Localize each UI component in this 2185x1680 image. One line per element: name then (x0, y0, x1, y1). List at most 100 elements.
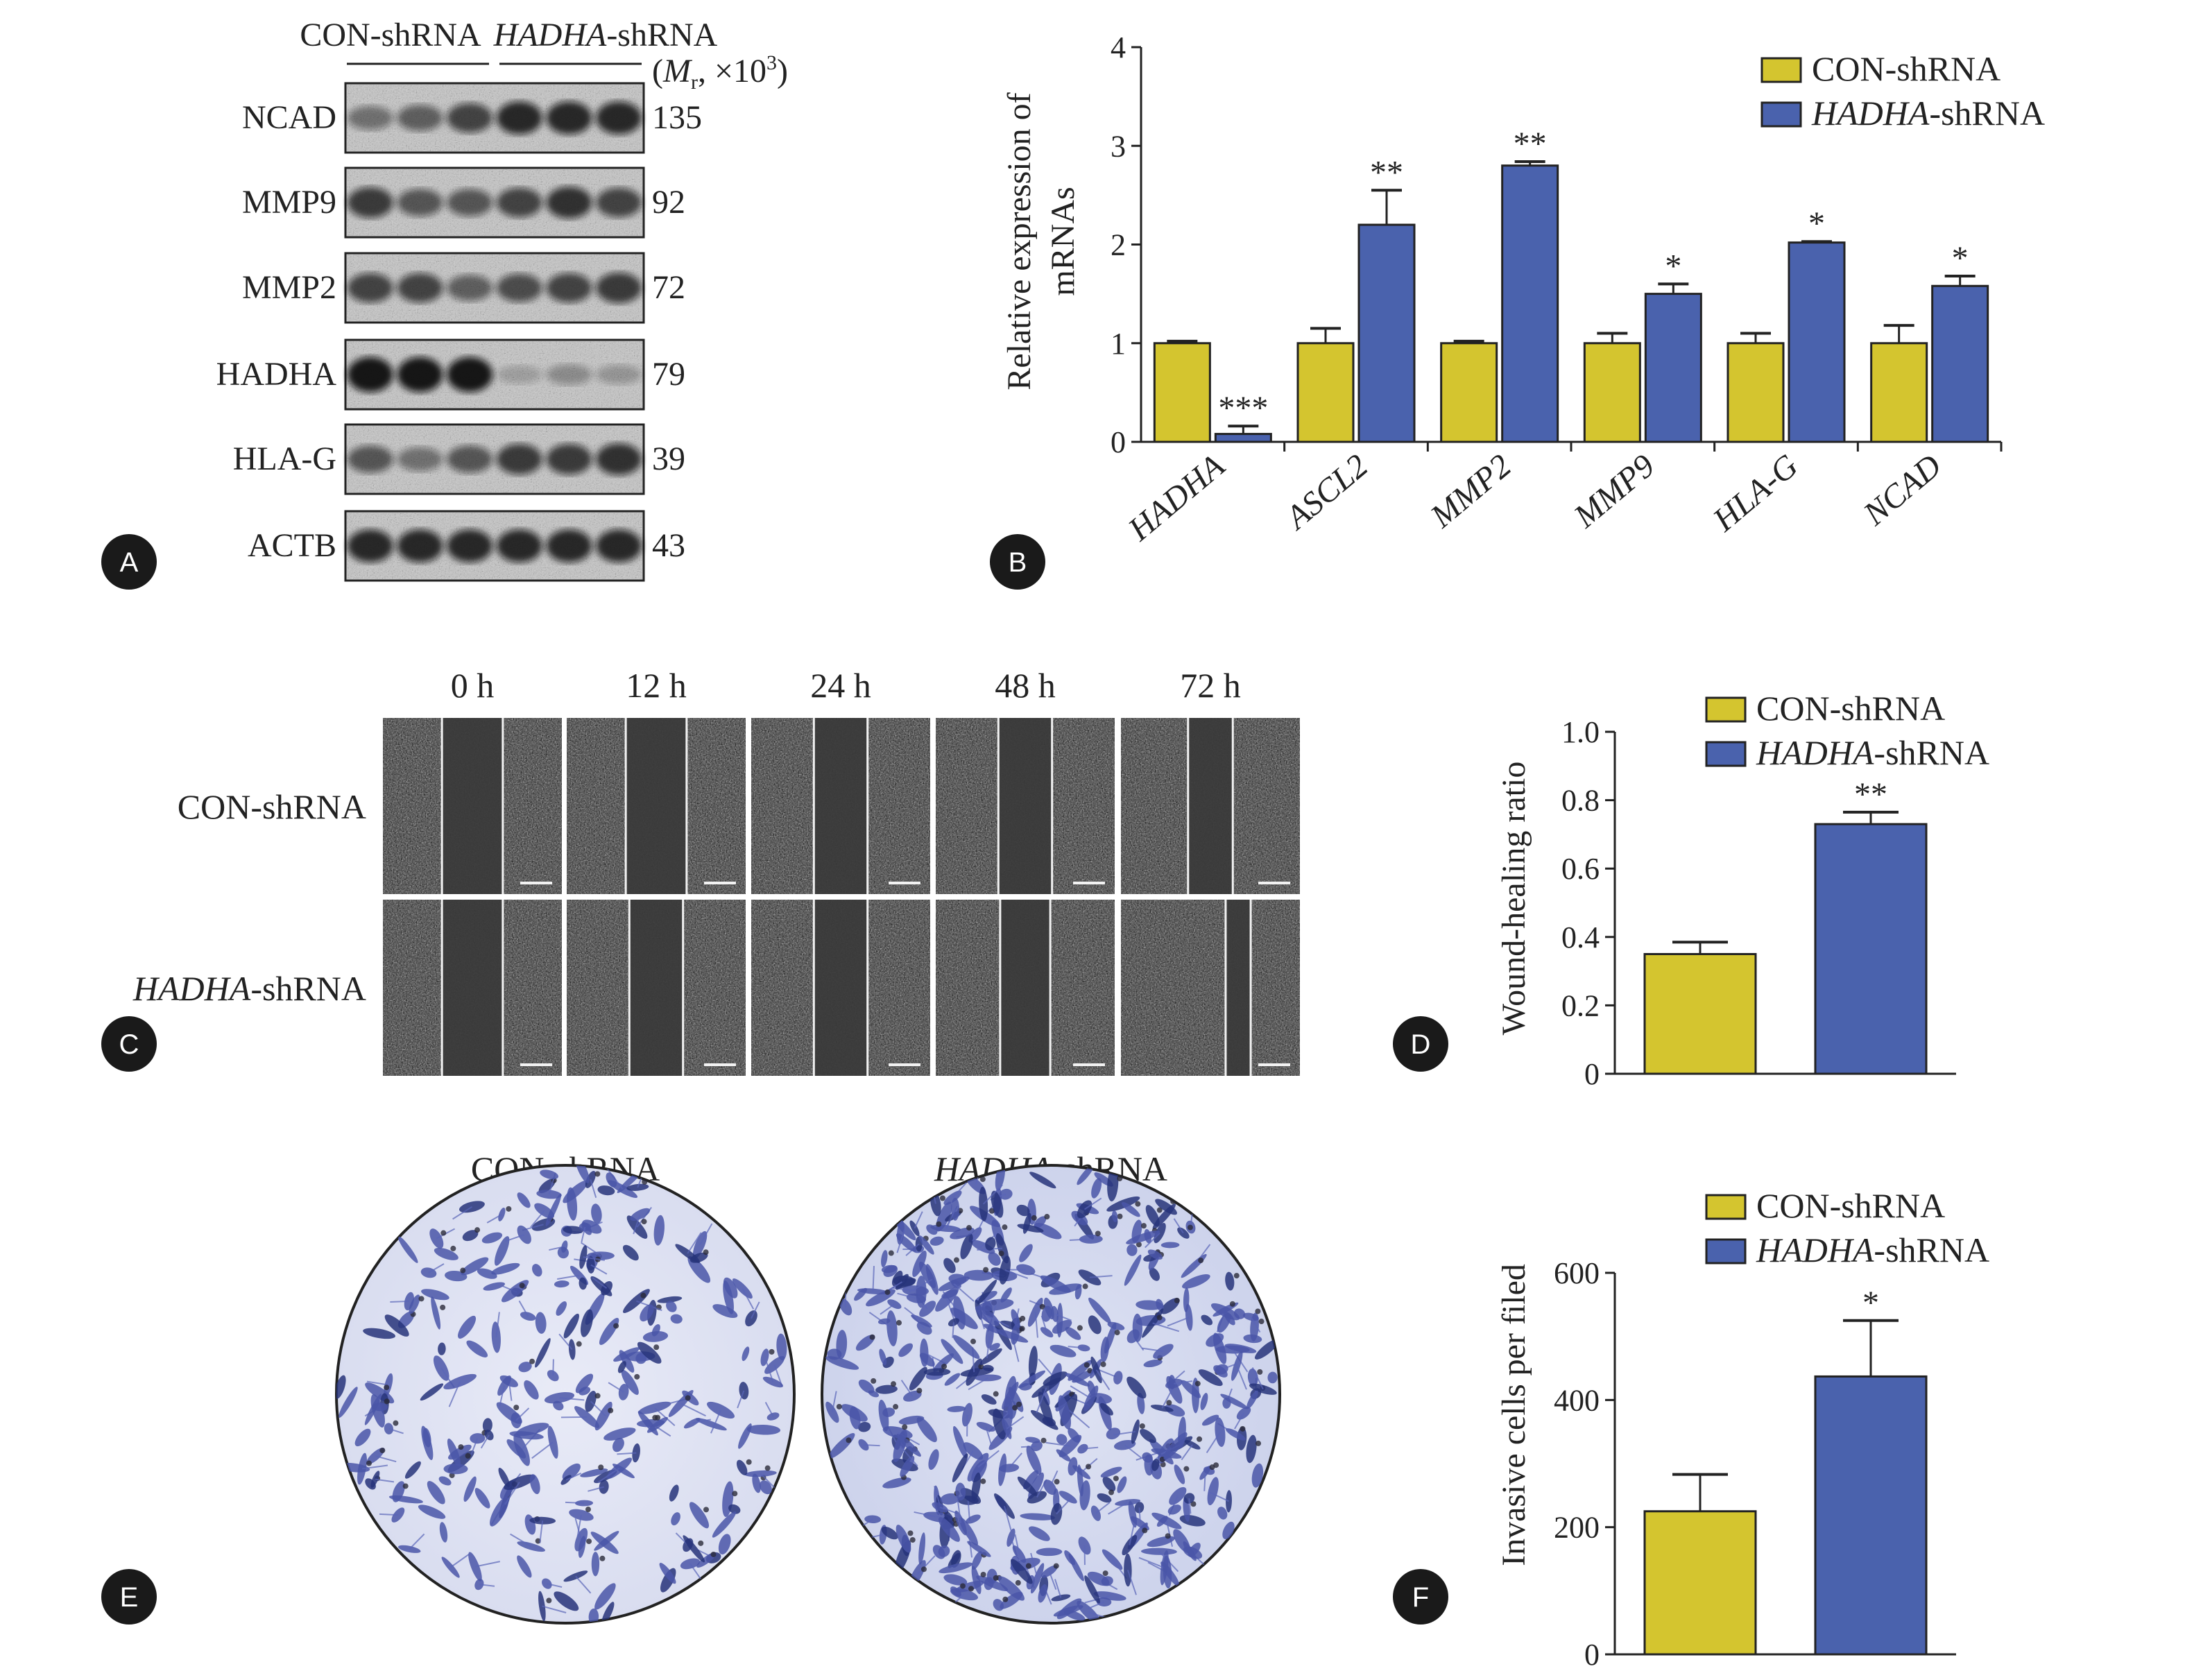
cell (621, 1369, 639, 1395)
legend-label-hadha: HADHA-shRNA (1756, 1231, 1989, 1269)
cell (1142, 1452, 1153, 1463)
cell (950, 1586, 961, 1597)
bar-hadha-hla-g (1788, 241, 1846, 443)
blot-band (546, 444, 592, 474)
cell (966, 1514, 981, 1524)
blot-band (546, 187, 592, 218)
blot-band (596, 273, 642, 303)
cell (742, 1346, 750, 1362)
blot-row-ncad: NCAD 135 (242, 82, 702, 154)
cell (445, 1270, 468, 1282)
blot-band (447, 445, 493, 473)
cell (928, 1449, 939, 1471)
cell (1011, 1323, 1020, 1345)
cell (606, 1172, 617, 1188)
cell (594, 1583, 616, 1610)
cell (909, 1366, 927, 1391)
wound-image (567, 900, 746, 1076)
y-tick-label: 3 (1111, 129, 1126, 163)
blot-band (347, 273, 393, 303)
molecular-weight: 39 (652, 440, 685, 477)
cell (553, 1400, 564, 1411)
cell (916, 1416, 937, 1443)
cell (1036, 1548, 1063, 1557)
cell (1068, 1553, 1084, 1582)
cell (392, 1481, 405, 1502)
cell (439, 1522, 448, 1543)
cell (443, 1464, 468, 1475)
cell (517, 1192, 531, 1208)
y-tick-label: 600 (1554, 1256, 1600, 1290)
cell (494, 1236, 510, 1266)
cell (580, 1468, 608, 1477)
cell (919, 1353, 935, 1367)
cell (384, 1314, 409, 1337)
cell (977, 1279, 997, 1305)
svg-text:F: F (1412, 1582, 1429, 1613)
cell (1028, 1346, 1038, 1378)
cell (898, 1343, 914, 1357)
cell (1251, 1463, 1264, 1488)
cell (458, 1315, 477, 1339)
wound-image (751, 900, 930, 1076)
cell (666, 1301, 677, 1312)
cell (883, 1265, 898, 1278)
cell (1059, 1491, 1077, 1504)
cell (1188, 1543, 1201, 1557)
cell (926, 1224, 938, 1235)
blot-label: NCAD (242, 99, 336, 136)
cell (477, 1268, 497, 1279)
cell (517, 1555, 532, 1578)
blot-band (596, 529, 642, 563)
y-axis-label-d: Wound-healing ratio (1496, 762, 1532, 1036)
y-tick-label: 0 (1111, 425, 1126, 459)
blot-band (447, 357, 493, 393)
cell (535, 1312, 547, 1334)
panel-b: 0 1 2 3 4 *** HADHA ** ASCL2 ** MMP2 * MMP9 * HLA-G * NC… (1001, 31, 2045, 549)
cell (858, 1379, 875, 1394)
cell (518, 1362, 532, 1373)
cell (363, 1328, 395, 1339)
wound-image (383, 718, 562, 894)
cell (984, 1577, 994, 1591)
y-tick-label: 4 (1111, 31, 1126, 65)
cell (1079, 1480, 1090, 1511)
wound-image-grid: 0 h 12 h 24 h 48 h 72 h CON-shRNA HADHA-shRNA (132, 666, 1300, 1076)
cell (1000, 1287, 1012, 1303)
cell (427, 1481, 445, 1505)
row-label: HADHA-shRNA (132, 969, 366, 1008)
cell (601, 1602, 615, 1623)
cell (1102, 1476, 1116, 1492)
cell (1011, 1309, 1020, 1328)
cell (1022, 1212, 1031, 1234)
cell (738, 1423, 752, 1449)
significance-marker: ** (1370, 154, 1403, 191)
blot-band (447, 103, 493, 133)
cell (1052, 1319, 1072, 1334)
blot-band (546, 364, 592, 385)
panel-e: CON-shRNA HADHA-shRNA (335, 1149, 1281, 1625)
cell (336, 1375, 346, 1399)
cell (933, 1353, 954, 1372)
cell (659, 1563, 676, 1584)
cell (752, 1473, 761, 1493)
molecular-weight: 92 (652, 184, 685, 221)
blot-label: MMP9 (242, 184, 336, 221)
cell (1043, 1480, 1056, 1495)
legend: CON-shRNA HADHA-shRNA (1705, 689, 1989, 772)
cell (409, 1294, 420, 1314)
cell (1077, 1165, 1095, 1185)
cell (1056, 1598, 1082, 1620)
cell (1074, 1284, 1082, 1300)
cell (947, 1405, 966, 1412)
legend-swatch-hadha (1705, 741, 1747, 767)
cell (849, 1406, 861, 1430)
cell (354, 1428, 371, 1447)
y-tick-label: 1.0 (1561, 715, 1600, 749)
legend-label-hadha: HADHA-shRNA (1811, 94, 2045, 132)
cell (728, 1504, 741, 1514)
blot-label: HADHA (216, 356, 337, 393)
blot-band (347, 529, 393, 563)
x-tick-label: HLA-G (1706, 447, 1805, 539)
